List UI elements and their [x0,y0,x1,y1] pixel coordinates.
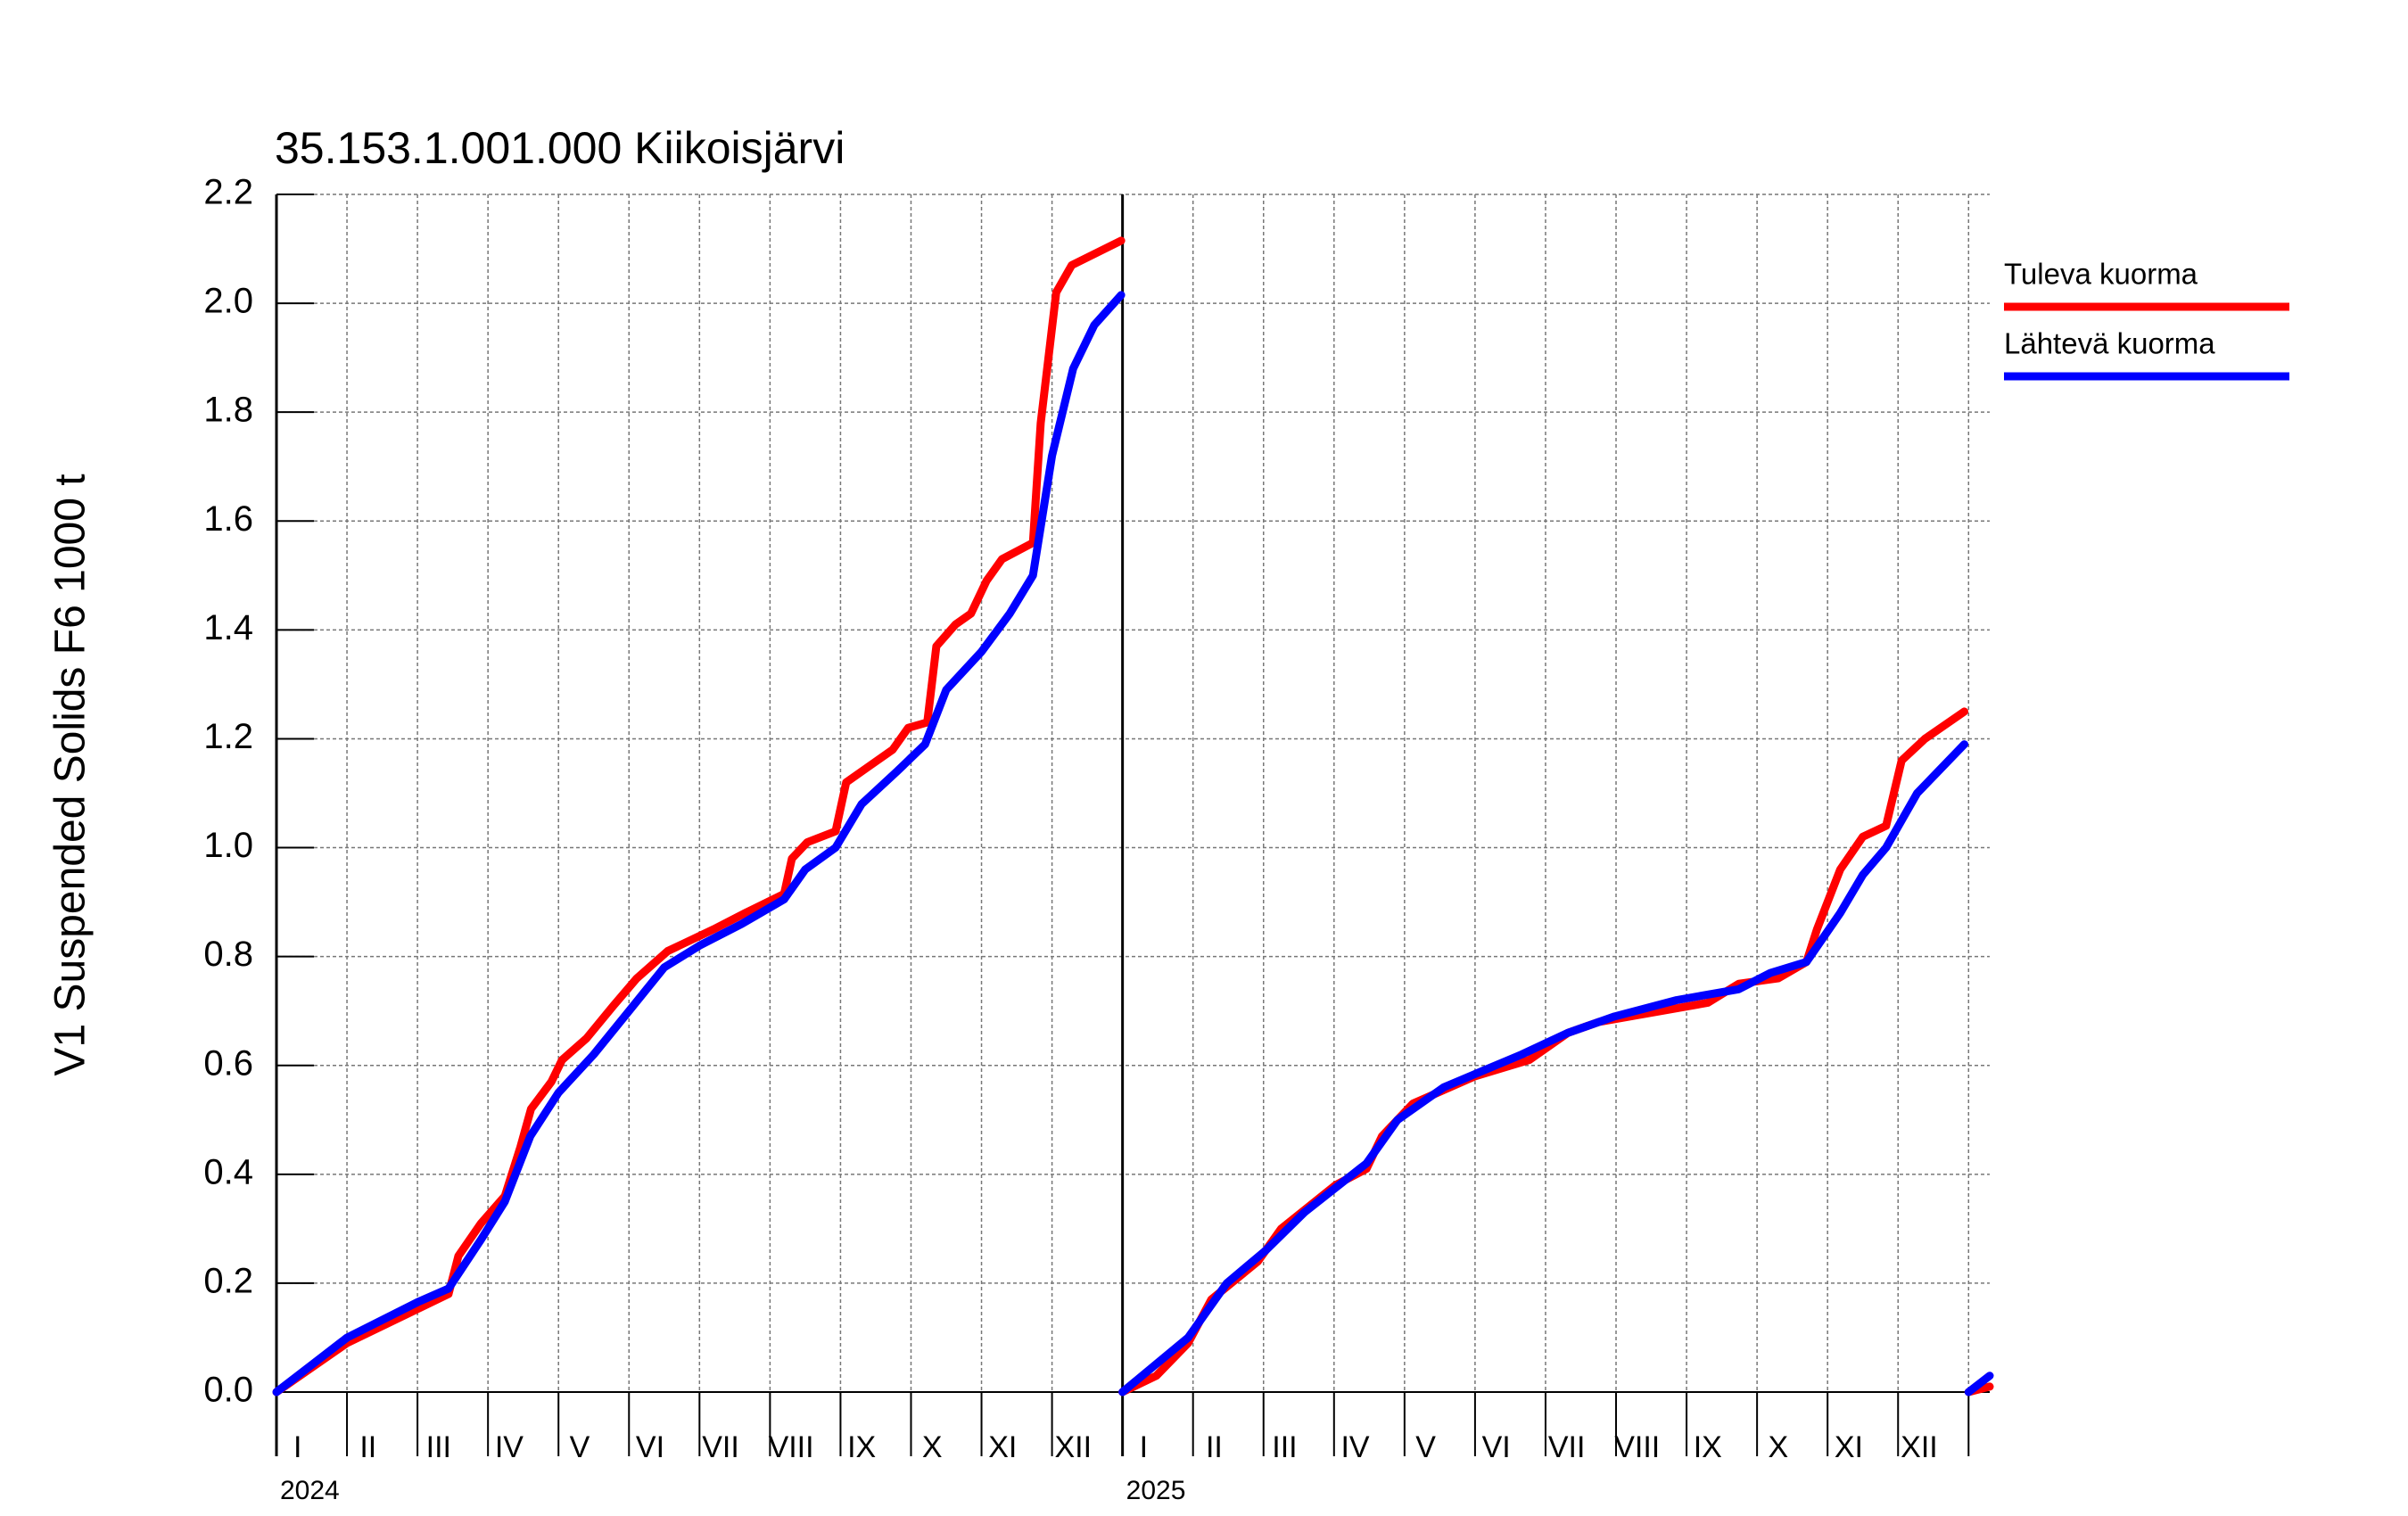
y-axis-label: V1 Suspended Solids F6 1000 t [47,474,95,1075]
y-tick-label: 2.0 [203,282,253,321]
x-tick-label: VII [702,1430,739,1464]
series-line [272,291,1994,1397]
x-tick-label: IV [495,1430,524,1464]
x-tick-label: VII [1548,1430,1586,1464]
y-tick-label: 0.8 [203,935,253,974]
y-tick-label: 1.6 [203,499,253,539]
y-tick-label: 1.8 [203,391,253,430]
x-tick-label: IX [1694,1430,1722,1464]
y-tick-label: 0.0 [203,1371,253,1410]
x-tick-label: XII [1901,1430,1938,1464]
y-tick-label: 1.4 [203,608,253,647]
year-label: 2024 [280,1476,340,1505]
chart-title: 35.153.1.001.000 Kiikoisjärvi [275,123,845,173]
year-label: 2025 [1126,1476,1186,1505]
x-tick-label: XII [1055,1430,1093,1464]
y-tick-label: 0.4 [203,1152,253,1191]
x-tick-label: V [570,1430,590,1464]
x-tick-label: IV [1340,1430,1369,1464]
y-tick-label: 1.2 [203,717,253,756]
x-tick-label: X [1768,1430,1788,1464]
y-tick-label: 2.2 [203,173,253,212]
y-tick-label: 0.6 [203,1043,253,1083]
x-tick-label: XI [988,1430,1017,1464]
legend-label: Tuleva kuorma [2004,258,2198,291]
x-tick-label: XI [1835,1430,1863,1464]
x-tick-label: VIII [769,1430,814,1464]
x-tick-label: VI [1482,1430,1511,1464]
x-tick-label: X [922,1430,943,1464]
x-tick-label: II [359,1430,376,1464]
x-tick-label: I [1140,1430,1148,1464]
x-tick-label: III [1272,1430,1297,1464]
x-tick-label: II [1206,1430,1223,1464]
y-tick-label: 1.0 [203,826,253,865]
x-tick-label: IX [847,1430,876,1464]
y-tick-label: 0.2 [203,1261,253,1300]
x-tick-label: III [426,1430,451,1464]
x-tick-label: VI [636,1430,664,1464]
legend-label: Lähtevä kuorma [2004,327,2215,360]
x-tick-label: VIII [1614,1430,1660,1464]
x-tick-label: I [293,1430,301,1464]
x-tick-label: V [1415,1430,1436,1464]
